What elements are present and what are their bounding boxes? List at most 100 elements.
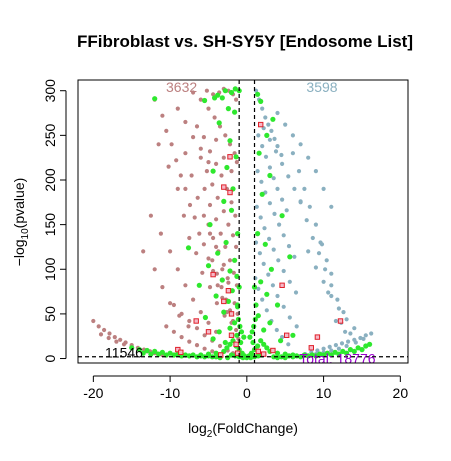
y-axis-label-suffix: (pvalue) (11, 178, 27, 229)
data-point (255, 313, 261, 319)
data-point (152, 267, 157, 272)
data-point (234, 160, 239, 165)
data-point (326, 290, 331, 295)
data-point (290, 133, 295, 138)
data-point (136, 347, 142, 353)
data-point (286, 342, 291, 347)
highlighted-genes (175, 121, 344, 358)
data-point (255, 169, 260, 174)
data-point (114, 339, 119, 344)
data-point (278, 338, 284, 344)
data-point (271, 176, 276, 181)
x-axis-label-suffix: (FoldChange) (212, 420, 298, 436)
data-point (259, 191, 265, 197)
data-point (333, 343, 338, 348)
data-point (282, 355, 288, 361)
data-point (206, 256, 211, 261)
series-2 (129, 86, 373, 361)
data-point (181, 213, 186, 218)
data-point (313, 222, 318, 227)
data-point (251, 284, 258, 290)
data-point (207, 285, 213, 290)
data-point (187, 202, 193, 208)
data-point (262, 226, 267, 231)
data-point (351, 348, 357, 354)
data-point (258, 98, 264, 104)
data-point (257, 251, 262, 256)
data-point (156, 142, 161, 147)
x-tick-label: -10 (160, 385, 180, 401)
data-point (152, 348, 158, 354)
data-point (321, 346, 326, 351)
data-point (234, 244, 239, 249)
data-point (298, 354, 304, 360)
data-point (210, 258, 215, 263)
data-point (207, 222, 213, 228)
x-tick-label: 0 (243, 385, 251, 401)
data-point (260, 144, 265, 149)
data-point (304, 218, 309, 223)
data-point (205, 351, 212, 357)
data-point (202, 346, 207, 351)
data-point (179, 335, 184, 340)
y-axis-label-prefix: −log (11, 239, 27, 266)
highlighted-point (314, 334, 321, 340)
highlighted-point (193, 318, 199, 324)
data-point (287, 315, 292, 320)
count-labels: 3632 3598 11546 Total: 18776 (105, 79, 376, 366)
data-point (222, 88, 228, 94)
data-point (219, 277, 225, 283)
highlighted-point (175, 346, 181, 353)
highlighted-point (255, 348, 262, 355)
data-point (148, 351, 154, 357)
data-point (267, 201, 272, 206)
data-point (183, 186, 188, 191)
data-point (327, 344, 332, 349)
data-point (323, 267, 328, 272)
data-point (263, 115, 268, 120)
data-point (156, 351, 162, 357)
data-point (217, 343, 223, 349)
highlighted-point (279, 282, 285, 289)
data-point (267, 172, 273, 179)
highlighted-point (270, 347, 276, 354)
data-point (224, 164, 230, 171)
data-point (210, 182, 215, 187)
data-point (228, 207, 235, 213)
data-point (221, 309, 227, 315)
data-point (213, 293, 219, 299)
data-point (292, 186, 297, 191)
data-point (273, 149, 279, 154)
data-point (174, 158, 179, 163)
data-point (198, 310, 203, 315)
data-point (212, 115, 217, 120)
points-layer (91, 86, 374, 361)
data-point (194, 251, 199, 256)
count-label-not-significant: 11546 (105, 344, 143, 360)
data-point (202, 186, 207, 191)
highlighted-point (210, 271, 216, 278)
data-point (267, 320, 273, 326)
data-point (286, 244, 292, 249)
data-point (336, 351, 342, 357)
data-point (207, 231, 213, 236)
data-point (255, 231, 261, 237)
data-point (234, 332, 240, 338)
data-point (286, 174, 291, 179)
data-point (264, 291, 270, 297)
highlighted-point (337, 318, 344, 324)
data-point (258, 279, 264, 285)
data-point (263, 154, 269, 159)
highlighted-point (221, 184, 227, 190)
data-point (144, 347, 150, 354)
data-point (118, 337, 123, 342)
series-0 (91, 86, 241, 358)
data-point (166, 164, 171, 169)
data-point (329, 283, 334, 288)
data-point (259, 179, 264, 184)
data-point (234, 97, 239, 102)
data-point (215, 283, 220, 288)
series-1 (253, 88, 374, 357)
data-point (333, 318, 338, 324)
